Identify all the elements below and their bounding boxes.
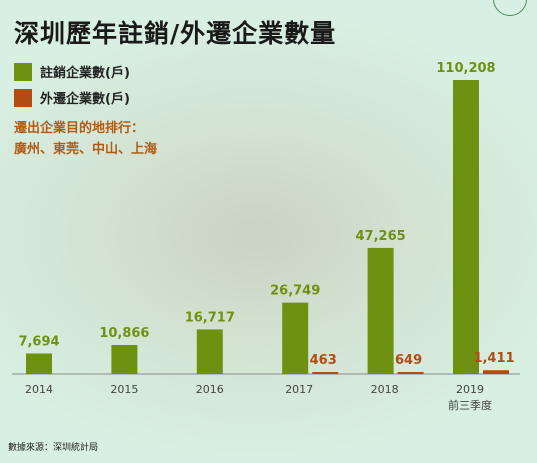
data-label-deregistered: 7,694 bbox=[18, 334, 59, 349]
legend-swatch-deregistered bbox=[14, 62, 32, 81]
bar-deregistered bbox=[282, 302, 309, 374]
x-tick-label: 2016 bbox=[196, 383, 224, 396]
data-label-relocated: 649 bbox=[395, 353, 422, 368]
bar-deregistered bbox=[367, 247, 394, 374]
x-tick-label: 2019 bbox=[456, 383, 484, 396]
data-label-deregistered: 47,265 bbox=[356, 229, 406, 244]
chart-title: 深圳歷年註銷/外遷企業數量 bbox=[14, 19, 337, 48]
x-tick-label: 2018 bbox=[371, 383, 399, 396]
data-label-deregistered: 10,866 bbox=[99, 326, 149, 341]
legend-label-deregistered: 註銷企業數(戶) bbox=[40, 66, 130, 81]
bar-deregistered bbox=[453, 80, 479, 374]
data-label-deregistered: 26,749 bbox=[270, 284, 320, 299]
legend-item-relocated: 外遷企業數(戶) bbox=[14, 88, 130, 107]
data-label-deregistered: 110,208 bbox=[436, 61, 495, 76]
data-label-relocated: 1,411 bbox=[473, 351, 514, 366]
data-source: 數據來源：深圳統計局 bbox=[8, 443, 99, 453]
x-tick-label: 2017 bbox=[285, 383, 313, 396]
bar-deregistered bbox=[26, 353, 52, 374]
bar-deregistered bbox=[196, 329, 223, 374]
bar-relocated bbox=[483, 370, 509, 374]
destination-note-heading: 遷出企業目的地排行： bbox=[14, 121, 145, 136]
legend-label-relocated: 外遷企業數(戶) bbox=[40, 92, 130, 107]
bar-relocated bbox=[312, 372, 339, 374]
x-tick-label: 2014 bbox=[25, 383, 53, 396]
data-label-relocated: 463 bbox=[310, 353, 337, 368]
x-tick-sublabel: 前三季度 bbox=[448, 398, 492, 412]
x-tick-label: 2015 bbox=[110, 383, 138, 396]
legend-swatch-relocated bbox=[14, 88, 32, 107]
data-label-deregistered: 16,717 bbox=[185, 310, 235, 325]
bar-relocated bbox=[397, 372, 424, 374]
bar-deregistered bbox=[111, 345, 138, 374]
destination-note: 遷出企業目的地排行： 廣州、東莞、中山、上海 bbox=[14, 118, 157, 160]
legend-item-deregistered: 註銷企業數(戶) bbox=[14, 62, 130, 81]
destination-note-list: 廣州、東莞、中山、上海 bbox=[14, 142, 158, 157]
